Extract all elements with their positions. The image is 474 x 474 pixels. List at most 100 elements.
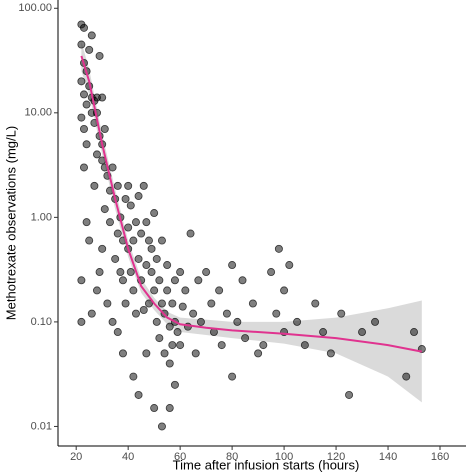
data-point: [82, 100, 91, 109]
data-point: [181, 286, 190, 295]
data-point: [272, 309, 281, 318]
data-point: [402, 372, 411, 381]
y-tick-label: 0.10: [31, 316, 52, 328]
data-point: [87, 309, 96, 318]
data-point: [207, 299, 216, 308]
data-point: [129, 372, 138, 381]
data-point: [103, 299, 112, 308]
x-tick-label: 60: [174, 451, 186, 463]
x-tick-label: 20: [70, 451, 82, 463]
data-point: [134, 192, 143, 201]
x-axis-title: Time after infusion starts (hours): [173, 457, 360, 472]
y-tick-label: 10.00: [24, 107, 52, 119]
data-point: [144, 236, 153, 245]
data-point: [98, 244, 107, 253]
data-point: [77, 113, 86, 122]
data-point: [134, 390, 143, 399]
data-point: [126, 201, 135, 210]
data-point: [173, 328, 182, 337]
data-point: [82, 140, 91, 149]
data-point: [238, 276, 247, 285]
data-point: [202, 268, 211, 277]
data-point: [163, 261, 172, 270]
data-point: [152, 254, 161, 263]
data-point: [111, 254, 120, 263]
data-point: [345, 390, 354, 399]
data-point: [79, 163, 88, 172]
data-point: [116, 268, 125, 277]
data-point: [121, 299, 130, 308]
data-point: [163, 286, 172, 295]
data-point: [100, 125, 109, 134]
y-tick-label: 100.00: [18, 2, 52, 14]
data-point: [326, 349, 335, 358]
data-point: [121, 194, 130, 203]
data-point: [410, 328, 419, 337]
data-point: [142, 261, 151, 270]
data-point: [311, 299, 320, 308]
data-point: [90, 181, 99, 190]
data-point: [152, 317, 161, 326]
data-point: [124, 223, 133, 232]
data-point: [77, 276, 86, 285]
data-point: [142, 349, 151, 358]
data-point: [358, 328, 367, 337]
data-point: [85, 236, 94, 245]
data-point: [319, 328, 328, 337]
data-point: [108, 317, 117, 326]
data-point: [98, 93, 107, 102]
smooth-line: [80, 55, 423, 353]
data-point: [217, 341, 226, 350]
x-tick-label: 140: [379, 451, 397, 463]
data-point: [113, 181, 122, 190]
data-point: [137, 229, 146, 238]
data-point: [113, 328, 122, 337]
data-point: [139, 305, 148, 314]
data-point: [92, 150, 101, 159]
data-point: [100, 205, 109, 214]
data-point: [233, 317, 242, 326]
data-point: [160, 349, 169, 358]
data-point: [300, 341, 309, 350]
data-point: [157, 236, 166, 245]
data-point: [170, 276, 179, 285]
data-point: [139, 181, 148, 190]
y-tick-label: 1.00: [31, 211, 52, 223]
data-point: [131, 218, 140, 227]
x-tick-label: 80: [226, 451, 238, 463]
data-point: [150, 286, 159, 295]
data-point: [92, 286, 101, 295]
data-point: [165, 404, 174, 413]
x-tick-label: 120: [327, 451, 345, 463]
data-point: [168, 341, 177, 350]
data-point: [105, 218, 114, 227]
data-point: [168, 299, 177, 308]
data-point: [165, 359, 174, 368]
data-point: [280, 286, 289, 295]
data-point: [118, 349, 127, 358]
data-point: [155, 334, 164, 343]
data-point: [85, 45, 94, 54]
data-point: [129, 236, 138, 245]
data-point: [259, 341, 268, 350]
data-point: [134, 254, 143, 263]
data-point: [222, 309, 231, 318]
data-point: [144, 299, 153, 308]
data-point: [118, 276, 127, 285]
x-tick-label: 40: [122, 451, 134, 463]
data-point: [157, 422, 166, 431]
data-point: [147, 268, 156, 277]
data-point: [189, 309, 198, 318]
data-point: [126, 268, 135, 277]
data-point: [194, 276, 203, 285]
data-point: [178, 302, 187, 311]
y-tick-label: 0.01: [31, 420, 52, 432]
data-point: [124, 181, 133, 190]
data-point: [150, 404, 159, 413]
data-point: [95, 268, 104, 277]
data-point: [267, 268, 276, 277]
data-point: [79, 23, 88, 32]
data-point: [79, 125, 88, 134]
data-point: [147, 244, 156, 253]
